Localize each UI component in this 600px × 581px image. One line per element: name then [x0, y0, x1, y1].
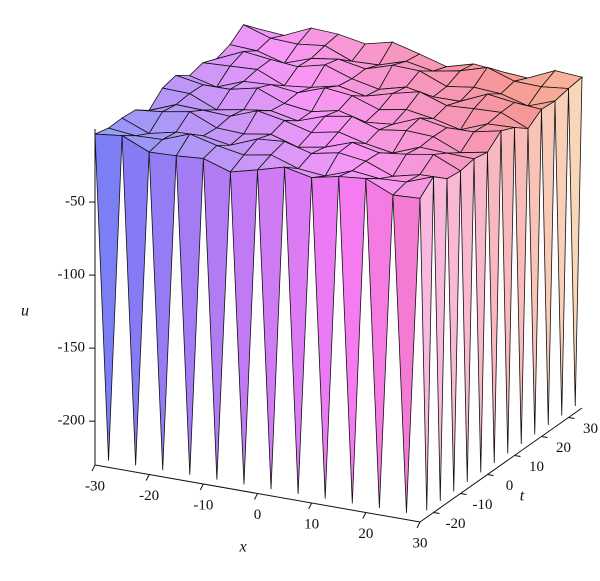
x-tick: [308, 502, 313, 510]
y-tick: [460, 493, 467, 495]
y-tick-label: 30: [583, 421, 598, 437]
x-tick: [199, 483, 204, 491]
z-tick-label: -200: [58, 413, 86, 429]
y-tick: [433, 512, 440, 514]
y-tick: [487, 474, 494, 476]
surface-spike: [121, 134, 150, 466]
x-tick-label: -20: [139, 488, 159, 504]
x-tick: [91, 464, 96, 472]
z-tick-label: -100: [58, 267, 86, 283]
surface-spike: [527, 108, 542, 435]
y-tick: [541, 436, 548, 438]
y-axis-label: t: [520, 488, 525, 505]
x-tick-label: -30: [85, 478, 105, 494]
surface-spike: [568, 76, 583, 407]
y-tick-label: 0: [506, 478, 514, 494]
x-tick: [145, 474, 150, 481]
surface-spike: [284, 166, 313, 494]
surface-spike: [500, 127, 515, 454]
x-tick-label: 10: [304, 516, 319, 532]
y-tick-label: 10: [529, 459, 544, 475]
surface-spike: [392, 194, 421, 513]
surface-spike: [433, 176, 448, 502]
x-axis-label: x: [238, 539, 246, 556]
surface-spike: [541, 100, 556, 426]
y-tick-label: -20: [446, 516, 466, 532]
z-axis-label: u: [21, 303, 29, 320]
surface-spike: [148, 151, 177, 471]
surface-spike: [446, 170, 461, 492]
x-tick-label: 20: [358, 526, 373, 542]
surface-spike: [175, 155, 204, 475]
y-axis-line: [419, 407, 583, 523]
y-tick-label: -10: [473, 497, 493, 513]
surface-spike: [514, 127, 529, 445]
z-tick-label: -50: [65, 193, 85, 209]
surface-spike: [338, 176, 367, 504]
surface-spike: [94, 133, 123, 461]
surface-spike: [257, 166, 286, 490]
z-tick-label: -150: [58, 340, 86, 356]
surface-spike: [487, 129, 502, 464]
surface-spike: [419, 175, 434, 511]
surface-spike: [230, 169, 258, 485]
x-tick: [254, 493, 258, 500]
y-tick-label: 20: [556, 440, 571, 456]
x-tick: [416, 521, 421, 529]
x-tick: [362, 512, 367, 519]
x-tick-label: 30: [413, 535, 428, 551]
x-tick-label: 0: [254, 507, 262, 523]
x-tick-label: -10: [193, 497, 213, 513]
y-tick: [514, 455, 521, 457]
surface-spike: [554, 87, 569, 416]
surface-spike: [365, 177, 394, 509]
surface-spike: [460, 157, 475, 483]
surface-spike: [473, 151, 488, 473]
surface-spike: [202, 157, 231, 480]
surface-spike: [311, 176, 340, 499]
y-tick: [568, 417, 575, 419]
